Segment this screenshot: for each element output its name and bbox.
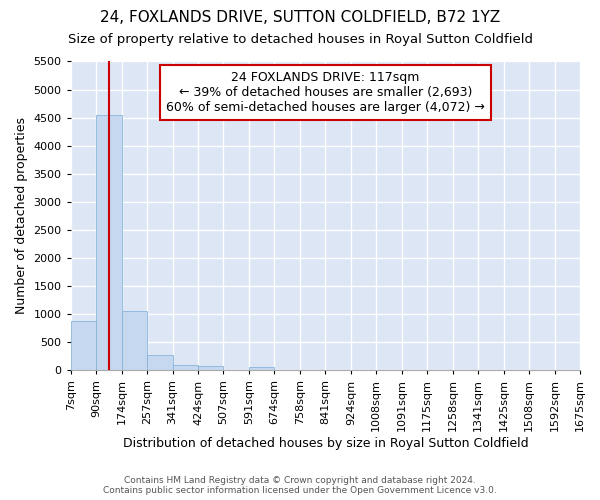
Text: Size of property relative to detached houses in Royal Sutton Coldfield: Size of property relative to detached ho… [67, 32, 533, 46]
Bar [122, 311, 147, 370]
X-axis label: Distribution of detached houses by size in Royal Sutton Coldfield: Distribution of detached houses by size … [122, 437, 528, 450]
Bar [173, 366, 198, 370]
Bar [249, 367, 274, 370]
Bar [96, 115, 122, 370]
Bar [198, 366, 223, 370]
Bar [71, 321, 96, 370]
Text: Contains HM Land Registry data © Crown copyright and database right 2024.
Contai: Contains HM Land Registry data © Crown c… [103, 476, 497, 495]
Text: 24, FOXLANDS DRIVE, SUTTON COLDFIELD, B72 1YZ: 24, FOXLANDS DRIVE, SUTTON COLDFIELD, B7… [100, 10, 500, 25]
Text: 24 FOXLANDS DRIVE: 117sqm
← 39% of detached houses are smaller (2,693)
60% of se: 24 FOXLANDS DRIVE: 117sqm ← 39% of detac… [166, 71, 485, 114]
Y-axis label: Number of detached properties: Number of detached properties [15, 118, 28, 314]
Bar [147, 355, 173, 370]
